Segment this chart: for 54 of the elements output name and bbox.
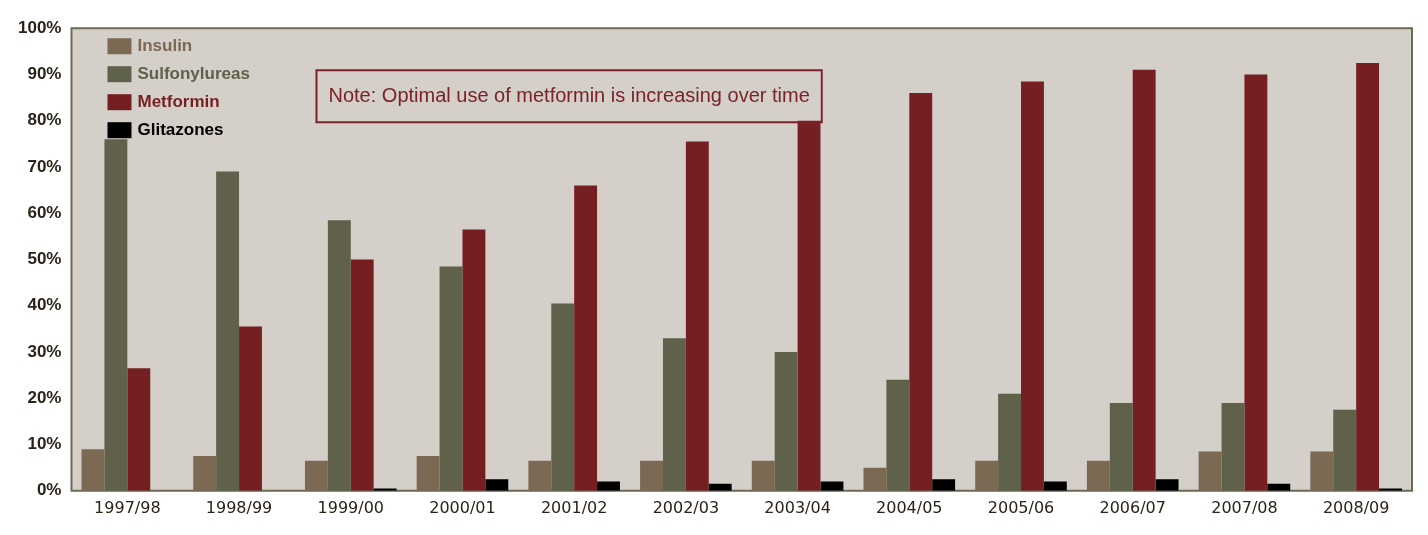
bar: [1155, 479, 1179, 491]
bar: [1310, 451, 1334, 491]
annotation: Note: Optimal use of metformin is increasing over time: [328, 83, 810, 106]
bar: [1356, 62, 1380, 491]
y-tick-label: 10%: [27, 434, 62, 454]
bar: [304, 460, 328, 491]
y-tick-label: 80%: [27, 110, 62, 130]
bar: [909, 92, 933, 491]
y-tick-label: 100%: [18, 17, 62, 37]
bar: [416, 456, 440, 491]
bar: [485, 479, 509, 491]
bar: [863, 467, 887, 491]
bar: [574, 185, 598, 491]
x-tick-label: 1997/98: [94, 497, 161, 517]
x-tick-label: 2006/07: [1099, 497, 1166, 517]
y-tick-label: 20%: [27, 387, 62, 407]
x-tick-label: 1998/99: [205, 497, 273, 517]
x-tick-label: 2000/01: [429, 497, 496, 517]
y-tick-label: 40%: [27, 295, 62, 315]
x-tick-label: 2002/03: [652, 497, 720, 517]
bar: [193, 456, 217, 491]
x-tick-label: 1999/00: [317, 497, 384, 517]
bar: [1132, 69, 1156, 491]
y-tick-label: 70%: [27, 156, 62, 176]
bar: [1021, 81, 1044, 491]
x-tick-label: 2008/09: [1322, 497, 1390, 517]
bar: [975, 460, 999, 491]
bar: [350, 259, 374, 491]
bar: [1198, 451, 1222, 491]
bar: [239, 326, 262, 491]
x-tick-label: 2003/04: [764, 497, 831, 517]
y-tick-label: 30%: [27, 341, 62, 361]
legend-label: Metformin: [137, 91, 220, 111]
x-tick-label: 2004/05: [876, 497, 943, 517]
bar: [528, 460, 552, 491]
bar: [81, 449, 105, 491]
x-tick-label: 2007/08: [1211, 497, 1278, 517]
bar: [685, 141, 709, 491]
x-tick-label: 2005/06: [987, 497, 1055, 517]
legend-label: Sulfonylureas: [137, 63, 250, 83]
y-tick-label: 60%: [27, 202, 62, 222]
x-tick-label: 2001/02: [540, 497, 608, 517]
y-tick-label: 0%: [36, 480, 62, 500]
bar: [462, 229, 486, 491]
legend-label: Insulin: [137, 35, 193, 55]
bar: [640, 460, 663, 491]
bar: [1244, 74, 1268, 491]
bar: [1086, 460, 1110, 491]
bar: [751, 460, 775, 491]
y-tick-label: 50%: [27, 249, 62, 269]
y-tick-label: 90%: [27, 64, 62, 84]
bar: [932, 479, 956, 491]
bar: [127, 368, 151, 491]
legend-label: Glitazones: [137, 119, 224, 139]
